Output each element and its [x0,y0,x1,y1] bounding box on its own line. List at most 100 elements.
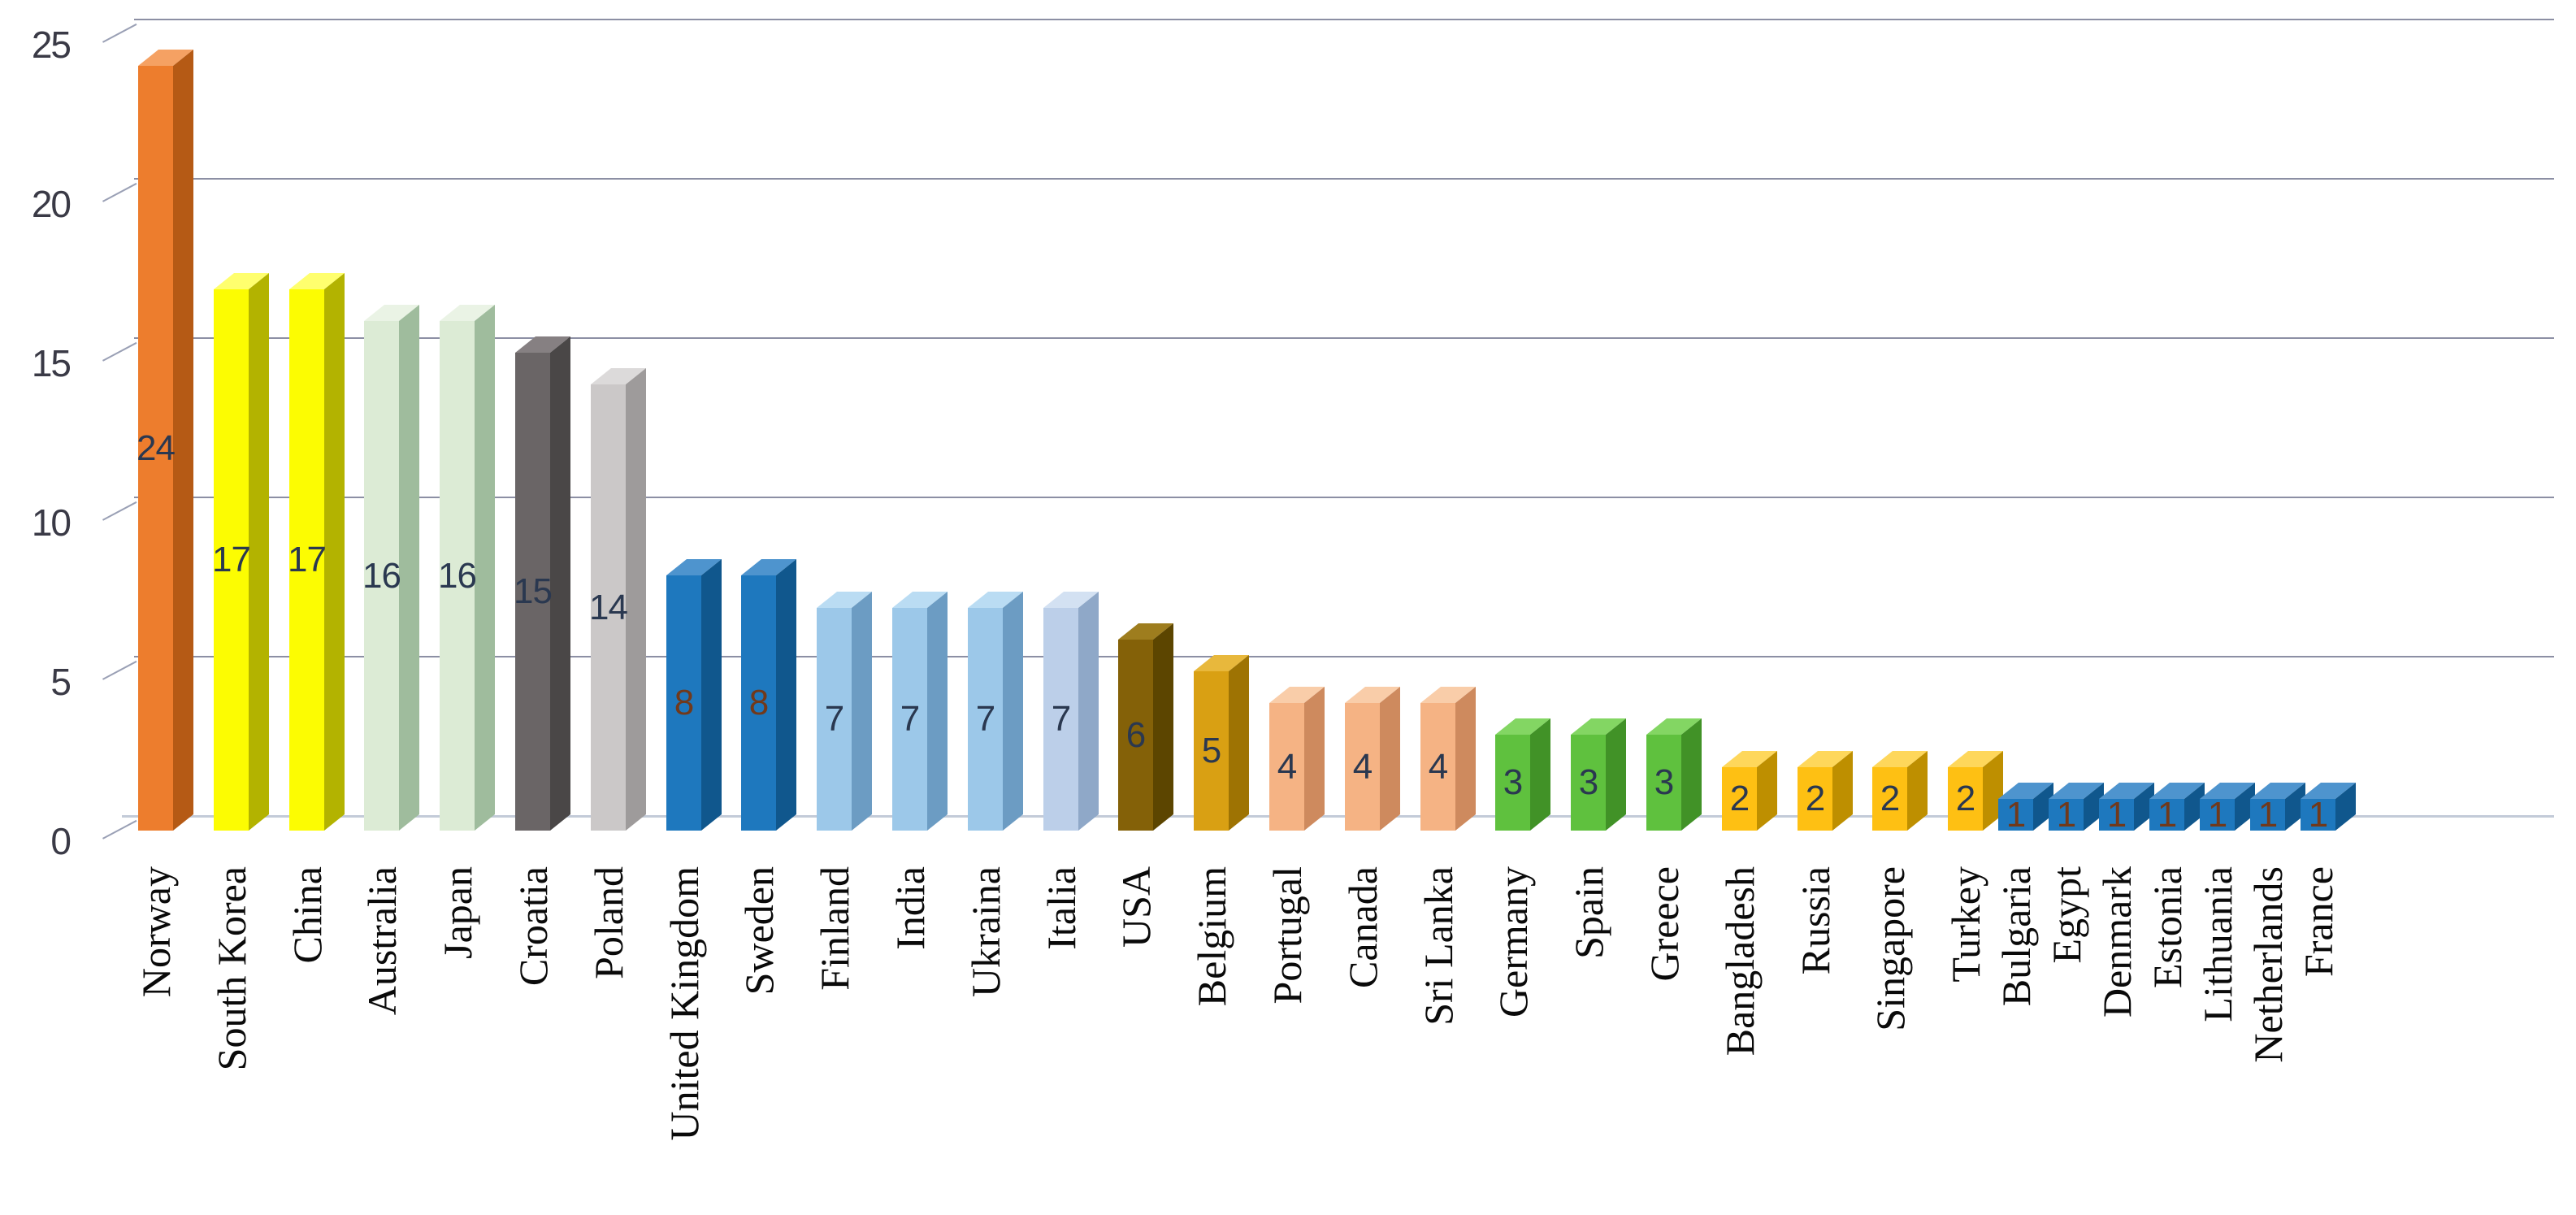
x-label-bangladesh: Bangladesh [1716,866,1763,1057]
x-label-sweden: Sweden [735,866,782,996]
x-label-estonia: Estonia [2144,866,2190,988]
bar-front-face [2200,799,2235,831]
bar-italia: 7 [1043,592,1099,831]
bar-front-face [440,321,475,831]
bar-value-croatia: 15 [514,571,553,611]
bar-value-estonia: 1 [2157,794,2177,835]
bar-netherlands: 1 [2250,783,2305,835]
x-label-singapore: Singapore [1867,866,1913,1031]
bar-front-face [817,608,852,831]
bar-germany: 3 [1495,718,1550,831]
bar-front-face [2250,799,2285,831]
bar-lithuania: 1 [2200,783,2255,835]
bar-turkey: 2 [1948,751,2003,831]
bar-egypt: 1 [2049,783,2104,835]
gridline-10 [134,497,2554,498]
bar-value-greece: 3 [1654,762,1674,802]
bar-front-face [1194,671,1229,831]
x-label-france: France [2295,866,2341,978]
bar-china: 17 [288,273,345,831]
y-axis-tick-mark [102,341,137,362]
bar-value-spain: 3 [1578,762,1598,802]
bar-value-china: 17 [288,540,327,579]
bar-value-sri-lanka: 4 [1428,746,1448,787]
x-label-japan: Japan [434,866,480,959]
x-label-germany: Germany [1490,866,1536,1018]
bar-value-lithuania: 1 [2207,794,2227,835]
bar-portugal: 4 [1269,687,1325,831]
y-axis-tick-mark [102,819,137,840]
y-axis-tick-mark [102,23,137,43]
y-axis-tick-label: 0 [50,820,72,862]
bar-sweden: 8 [741,559,796,831]
bar-front-face [1872,767,1907,831]
bar-bulgaria: 1 [1998,783,2053,835]
bar-front-face [892,608,927,831]
bar-front-face [364,321,399,831]
bar-bangladesh: 2 [1722,751,1777,831]
bar-front-face [1495,735,1530,831]
bar-front-face [138,66,173,831]
bar-value-denmark: 1 [2106,794,2127,835]
x-label-canada: Canada [1339,866,1386,988]
bar-value-egypt: 1 [2056,794,2076,835]
bar-front-face [1948,767,1983,831]
x-label-belgium: Belgium [1188,866,1234,1007]
bar-united-kingdom: 8 [666,559,722,831]
bar-value-bulgaria: 1 [2006,794,2026,835]
bar-poland: 14 [589,368,646,831]
y-axis-tick-mark [102,660,137,680]
bar-value-finland: 7 [824,699,844,739]
x-label-spain: Spain [1565,866,1611,959]
bar-front-face [1998,799,2033,831]
bar-value-united-kingdom: 8 [674,683,694,722]
bar-japan: 16 [438,305,495,831]
bar-south-korea: 17 [212,273,269,831]
bar-value-norway: 24 [137,427,176,468]
bar-value-portugal: 4 [1277,746,1297,787]
bar-front-face [289,289,324,831]
x-label-netherlands: Netherlands [2244,866,2291,1063]
x-label-sri-lanka: Sri Lanka [1415,866,1461,1026]
x-label-norway: Norway [132,866,179,998]
bar-front-face [1420,703,1455,831]
bar-front-face [591,384,626,831]
bar-value-ukraina: 7 [975,699,995,739]
x-label-italia: Italia [1038,866,1084,950]
gridline-25 [134,19,2554,20]
y-axis-tick-mark [102,182,137,202]
bar-croatia: 15 [514,336,570,831]
bar-denmark: 1 [2099,783,2154,835]
x-label-turkey: Turkey [1942,866,1988,983]
bar-value-poland: 14 [589,587,628,627]
x-label-australia: Australia [358,866,405,1016]
x-label-croatia: Croatia [510,866,556,987]
bar-front-face [1798,767,1832,831]
x-axis-baseline [122,815,2554,818]
x-label-usa: USA [1112,866,1159,948]
x-label-finland: Finland [811,866,857,991]
bar-front-face [666,575,701,831]
bar-value-south-korea: 17 [212,540,251,579]
x-label-china: China [284,866,330,964]
bar-front-face [968,608,1003,831]
bar-front-face [1722,767,1757,831]
x-label-russia: Russia [1792,866,1838,975]
bar-value-canada: 4 [1352,746,1373,787]
bar-value-usa: 6 [1125,714,1146,755]
y-axis-tick-label: 20 [31,183,72,225]
bar-value-germany: 3 [1503,762,1523,802]
bar-value-russia: 2 [1805,779,1825,818]
x-label-bulgaria: Bulgaria [1993,866,2039,1007]
bar-value-singapore: 2 [1880,779,1900,818]
y-axis-tick-label: 5 [50,661,72,703]
y-axis-tick-label: 15 [31,342,72,384]
bar-front-face [1118,640,1153,831]
x-label-greece: Greece [1641,866,1687,982]
bar-estonia: 1 [2149,783,2205,835]
gridline-15 [134,337,2554,339]
bar-usa: 6 [1118,623,1173,831]
x-label-egypt: Egypt [2043,866,2089,964]
bar-spain: 3 [1571,718,1626,831]
bar-norway: 24 [137,50,193,831]
